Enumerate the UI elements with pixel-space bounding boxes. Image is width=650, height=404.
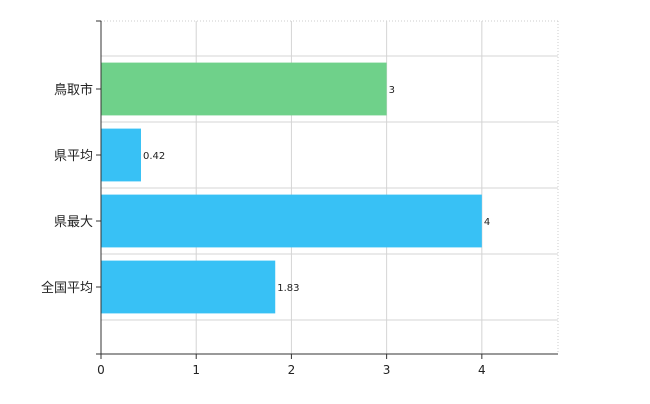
bar: [101, 194, 482, 248]
x-tick-label: 4: [478, 363, 486, 377]
value-label: 4: [484, 217, 490, 228]
value-labels: 3 0.42 4 1.83: [143, 85, 490, 294]
x-tick-label: 0: [97, 363, 105, 377]
bar: [101, 260, 276, 314]
x-tick-label: 1: [192, 363, 200, 377]
value-label: 0.42: [143, 151, 165, 162]
bar: [101, 128, 141, 182]
category-label: 県最大: [54, 215, 93, 230]
x-tick-label: 3: [383, 363, 391, 377]
value-label: 3: [389, 85, 395, 96]
category-label: 鳥取市: [54, 82, 93, 98]
bars: [101, 62, 482, 314]
category-label: 全国平均: [41, 280, 93, 296]
value-label: 1.83: [277, 283, 299, 294]
x-tick-label: 2: [288, 363, 296, 377]
bar: [101, 62, 387, 116]
category-label: 県平均: [54, 149, 93, 164]
